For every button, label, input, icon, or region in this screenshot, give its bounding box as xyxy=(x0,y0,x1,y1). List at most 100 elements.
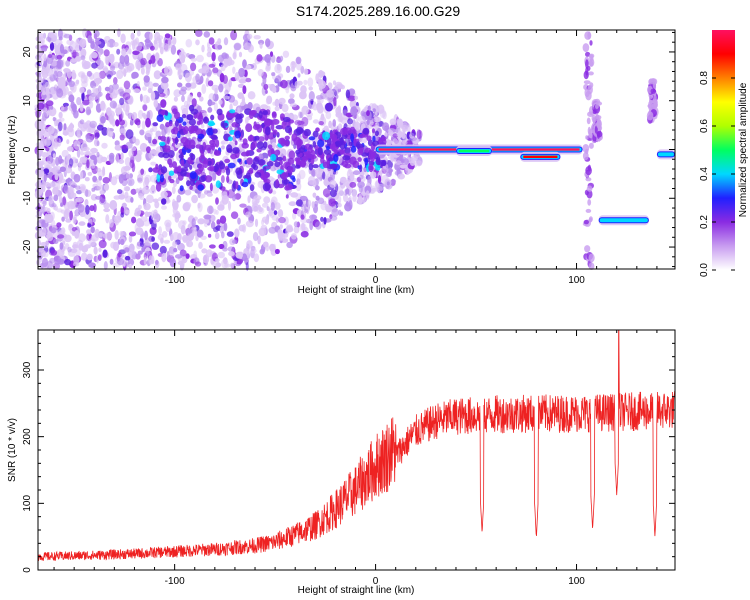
heatmap-noise-blob xyxy=(115,153,120,164)
heatmap-streak-blob xyxy=(582,43,590,53)
heatmap-noise-blob xyxy=(308,86,314,91)
heatmap-noise-blob xyxy=(85,188,89,197)
heatmap-noise-blob xyxy=(82,27,88,38)
heatmap-noise-blob xyxy=(312,192,317,198)
heatmap-noise-blob xyxy=(326,89,334,98)
heatmap-noise-blob xyxy=(337,185,343,193)
heatmap-noise-blob xyxy=(314,200,319,207)
heatmap-noise-blob xyxy=(325,102,333,112)
heatmap-noise-blob xyxy=(139,193,145,200)
heatmap-noise-blob xyxy=(174,254,183,259)
heatmap-core-blob xyxy=(334,141,340,146)
heatmap-noise-blob xyxy=(297,73,301,78)
heatmap-feature-segment-1 xyxy=(455,145,493,156)
heatmap-noise-blob xyxy=(50,211,55,221)
heatmap-noise-blob xyxy=(137,250,143,255)
heatmap-noise-blob xyxy=(76,190,83,195)
heatmap-core-blob xyxy=(371,128,376,134)
heatmap-noise-blob xyxy=(172,201,177,208)
heatmap-core-blob xyxy=(331,142,336,152)
heatmap-core-blob xyxy=(270,153,277,162)
heatmap-core-blob xyxy=(152,138,158,145)
heatmap-core-blob xyxy=(226,144,233,153)
heatmap-noise-blob xyxy=(124,157,131,167)
heatmap-noise-blob xyxy=(75,38,80,48)
heatmap-noise-blob xyxy=(258,39,265,46)
spectrogram-xtick-label: -100 xyxy=(165,275,185,286)
heatmap-noise-blob xyxy=(50,105,54,110)
heatmap-noise-blob xyxy=(272,86,277,94)
heatmap-core-blob xyxy=(181,114,187,119)
snr-xtick-label: -100 xyxy=(165,576,185,587)
heatmap-noise-blob xyxy=(160,99,167,108)
heatmap-noise-blob xyxy=(157,58,163,67)
heatmap-noise-blob xyxy=(117,189,123,195)
spectrogram-ytick-label: -20 xyxy=(22,239,33,254)
heatmap-noise-blob xyxy=(285,65,291,73)
heatmap-noise-blob xyxy=(93,129,100,140)
heatmap-noise-blob xyxy=(170,44,177,55)
heatmap-noise-blob xyxy=(174,214,180,223)
heatmap-noise-blob xyxy=(120,212,125,218)
heatmap-noise-blob xyxy=(322,188,331,198)
heatmap-noise-blob xyxy=(85,204,90,215)
heatmap-noise-blob xyxy=(207,205,214,215)
heatmap-core-blob xyxy=(282,155,287,162)
heatmap-streak-blob xyxy=(586,185,593,192)
heatmap-core-blob xyxy=(204,144,213,151)
heatmap-noise-blob xyxy=(266,206,270,212)
heatmap-noise-blob xyxy=(132,50,140,56)
heatmap-noise-blob xyxy=(91,164,96,169)
heatmap-noise-blob xyxy=(103,49,110,57)
heatmap-core-blob xyxy=(353,138,357,147)
heatmap-core-blob xyxy=(375,165,381,171)
heatmap-noise-blob xyxy=(123,186,131,192)
heatmap-noise-blob xyxy=(45,100,54,107)
snr-ytick-label: 100 xyxy=(22,495,33,512)
heatmap-noise-blob xyxy=(131,112,138,120)
heatmap-streak-blob xyxy=(653,94,657,103)
heatmap-noise-blob xyxy=(224,263,231,268)
heatmap-noise-blob xyxy=(86,70,92,77)
heatmap-noise-blob xyxy=(66,69,72,79)
heatmap-streak-blob xyxy=(646,111,654,121)
heatmap-noise-blob xyxy=(178,220,186,230)
heatmap-noise-blob xyxy=(56,88,64,98)
heatmap-noise-blob xyxy=(270,202,275,211)
heatmap-streak-blob xyxy=(587,84,593,95)
heatmap-noise-blob xyxy=(126,171,130,181)
heatmap-core-blob xyxy=(271,111,277,117)
heatmap-noise-blob xyxy=(100,156,108,163)
heatmap-noise-blob xyxy=(378,183,384,192)
heatmap-core-blob xyxy=(342,155,351,161)
heatmap-noise-blob xyxy=(146,146,151,154)
heatmap-core-blob xyxy=(317,139,325,148)
heatmap-noise-blob xyxy=(112,83,119,91)
heatmap-noise-blob xyxy=(247,91,256,100)
heatmap-core-blob xyxy=(249,111,254,119)
heatmap-noise-blob xyxy=(173,96,178,102)
heatmap-noise-blob xyxy=(259,42,263,49)
heatmap-noise-blob xyxy=(311,201,315,209)
heatmap-core-blob xyxy=(190,153,196,161)
heatmap-noise-blob xyxy=(256,54,263,62)
heatmap-core-blob xyxy=(339,149,346,155)
heatmap-noise-blob xyxy=(156,35,164,40)
heatmap-noise-blob xyxy=(358,115,366,123)
heatmap-core-blob xyxy=(202,116,210,124)
heatmap-noise-blob xyxy=(217,204,225,211)
heatmap-noise-blob xyxy=(144,211,149,218)
heatmap-noise-blob xyxy=(184,189,192,196)
heatmap-noise-blob xyxy=(146,110,151,120)
heatmap-noise-blob xyxy=(203,214,212,220)
heatmap-core-blob xyxy=(166,136,170,145)
heatmap-noise-blob xyxy=(115,119,120,127)
heatmap-noise-blob xyxy=(217,251,225,259)
heatmap-core-blob xyxy=(234,140,238,146)
heatmap-core-blob xyxy=(214,163,220,172)
heatmap-core-blob xyxy=(308,162,314,171)
heatmap-core-blob xyxy=(196,120,201,126)
heatmap-noise-blob xyxy=(151,236,156,242)
heatmap-core-blob xyxy=(361,152,369,157)
heatmap-noise-blob xyxy=(202,254,210,264)
